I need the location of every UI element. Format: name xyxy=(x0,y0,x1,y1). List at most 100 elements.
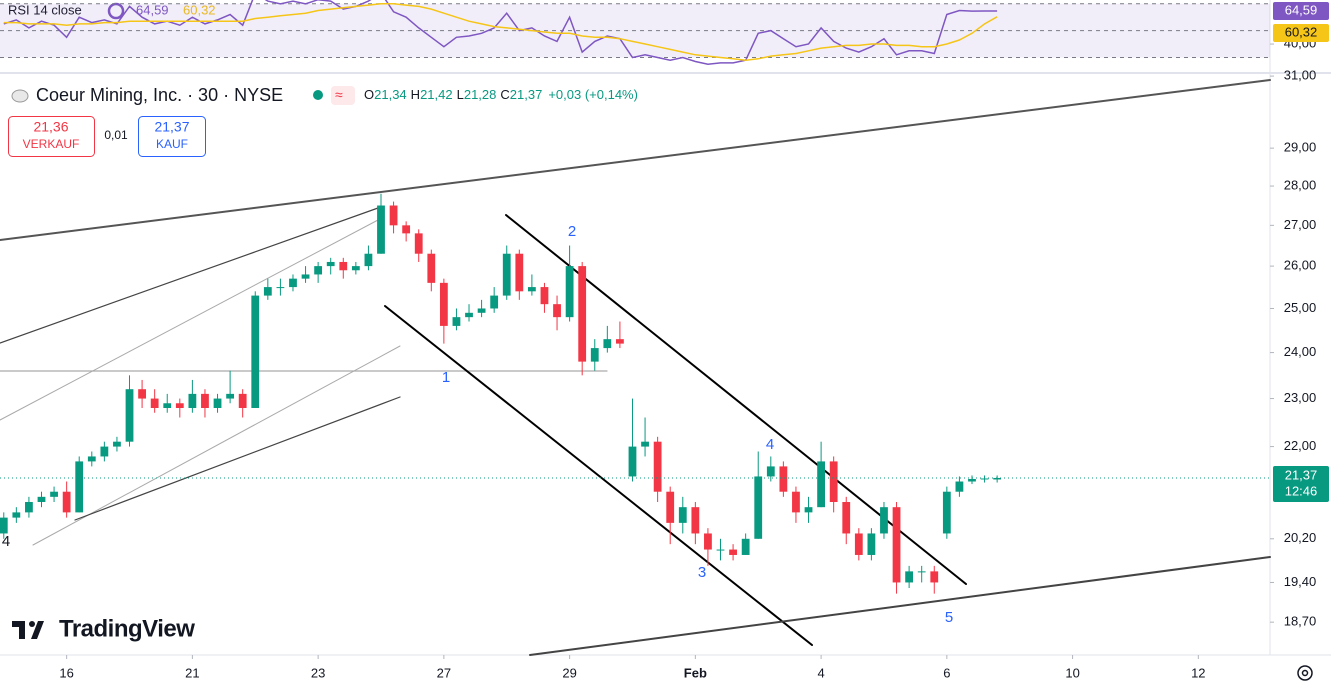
candle-body xyxy=(377,205,385,254)
candle-body xyxy=(616,339,624,344)
candle-body xyxy=(25,501,33,513)
candle-body xyxy=(502,253,511,296)
candle-body xyxy=(565,266,574,318)
candle-body xyxy=(414,233,423,254)
sell-label: VERKAUF xyxy=(23,137,80,151)
candle-body xyxy=(201,393,209,408)
y-tick-label: 25,00 xyxy=(1284,300,1317,315)
candle-body xyxy=(251,295,260,408)
wave-label: 4 xyxy=(2,533,10,550)
rsi-ma-tag xyxy=(1273,24,1329,42)
x-tick-label: 27 xyxy=(437,665,451,680)
candle-body xyxy=(993,477,1002,480)
candle-body xyxy=(50,491,58,497)
candle-body xyxy=(75,461,84,513)
spread: 0,01 xyxy=(104,128,128,142)
last-price-tag xyxy=(1273,465,1329,502)
candle-body xyxy=(12,512,21,518)
symbol-title[interactable]: Coeur Mining, Inc. · 30 · NYSE xyxy=(36,85,283,105)
legend-close: 21,37 xyxy=(510,87,543,102)
sell-price: 21,36 xyxy=(33,119,68,135)
candle-body xyxy=(452,317,461,326)
buy-label: KAUF xyxy=(156,137,188,151)
trend-line xyxy=(74,396,401,521)
candle-body xyxy=(553,304,561,318)
candle-body xyxy=(704,533,712,550)
candle-body xyxy=(477,308,486,313)
candle-body xyxy=(125,389,134,442)
candle-body xyxy=(729,549,737,555)
candle-body xyxy=(867,533,876,555)
sell-button[interactable] xyxy=(8,116,95,157)
x-tick-label: Feb xyxy=(684,665,707,680)
rsi-value-tag xyxy=(1273,2,1329,20)
wave-label: 5 xyxy=(945,609,953,626)
candle-body xyxy=(314,266,323,275)
candle-body xyxy=(741,538,750,555)
candle-body xyxy=(226,393,235,399)
legend-low: 21,28 xyxy=(464,87,497,102)
legend-open: 21,34 xyxy=(374,87,407,102)
plot xyxy=(0,193,1002,594)
buy-price: 21,37 xyxy=(154,119,189,135)
candle-body xyxy=(628,446,637,477)
y-tick-label: 31,00 xyxy=(1284,68,1317,83)
candle-body xyxy=(754,476,763,539)
y-tick-label: 18,70 xyxy=(1284,614,1317,629)
y-tick-label: 19,40 xyxy=(1284,574,1317,589)
legend-ohlc: O21,34 H21,42 L21,28 C21,37 +0,03 (+0,14%) xyxy=(364,87,638,102)
rsi-plot xyxy=(0,0,1270,65)
candle-body xyxy=(213,398,222,408)
candle-body xyxy=(691,507,700,534)
watermark: TradingView xyxy=(59,615,195,642)
market-status xyxy=(313,90,323,100)
candle-body xyxy=(439,282,448,326)
candle-body xyxy=(37,496,46,502)
candle-body xyxy=(854,533,863,555)
candle-body xyxy=(100,446,109,457)
x-tick-label: 16 xyxy=(59,665,73,680)
candle-body xyxy=(603,339,612,349)
wave-label: 4 xyxy=(766,436,774,453)
candle-body xyxy=(138,389,146,399)
candle-body xyxy=(930,571,939,583)
candle-body xyxy=(716,549,725,551)
candle-body xyxy=(326,261,335,267)
x-tick-label: 29 xyxy=(562,665,576,680)
status-icon: ≈ xyxy=(335,87,343,103)
rsi-line xyxy=(3,3,998,61)
settings-icon[interactable] xyxy=(1297,665,1313,681)
channel-line xyxy=(384,305,813,646)
candle-body xyxy=(678,507,687,523)
candle-body xyxy=(163,403,172,408)
y-tick-label: 23,00 xyxy=(1284,390,1317,405)
buy-button[interactable] xyxy=(138,116,206,157)
candle-body xyxy=(113,441,121,447)
legend-h: H xyxy=(411,87,420,102)
rsi-title: RSI 14 close xyxy=(8,2,82,17)
countdown: 12:46 xyxy=(1285,483,1318,498)
legend-c: C xyxy=(500,87,509,102)
candle-body xyxy=(590,348,599,362)
candle-body xyxy=(842,501,851,534)
candle-body xyxy=(817,461,825,508)
candle-body xyxy=(905,571,914,583)
y-tick-label: 28,00 xyxy=(1284,177,1317,192)
x-tick-label: 23 xyxy=(311,665,325,680)
x-tick-label: 4 xyxy=(817,665,824,680)
y-tick-label: 20,20 xyxy=(1284,530,1317,545)
candle-body xyxy=(364,253,373,267)
legend-o: O xyxy=(364,87,374,102)
candle-body xyxy=(389,205,398,226)
y-tick-label: 26,00 xyxy=(1284,258,1317,273)
wave-label: 3 xyxy=(698,564,706,581)
candle-body xyxy=(175,403,184,408)
rsi-ma-value: 60,32 xyxy=(183,2,216,17)
wave-label: 2 xyxy=(568,223,576,240)
drawings xyxy=(0,79,1271,656)
candle-body xyxy=(465,312,473,318)
candle-body xyxy=(540,287,549,305)
candle-body xyxy=(490,295,499,309)
candle-body xyxy=(289,278,297,288)
